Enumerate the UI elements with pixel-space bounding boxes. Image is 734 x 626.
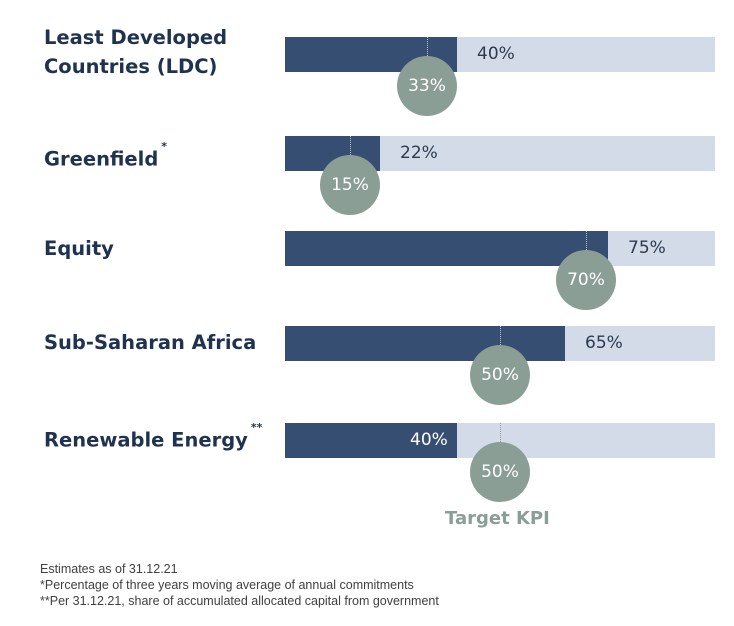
target-kpi-marker: 15% [320,155,380,215]
actual-value-label: 22% [400,143,438,163]
actual-value-label: 65% [585,333,623,353]
category-label: Equity [44,234,114,263]
footnote-double-asterisk: **Per 31.12.21, share of accumulated all… [40,594,439,608]
bar-track: 40% [285,37,715,72]
target-kpi-marker: 50% [470,442,530,502]
category-label-text: Least Developed [44,26,228,49]
actual-value-label: 75% [628,238,666,258]
target-kpi-marker: 70% [556,250,616,310]
category-label: Least Developed Countries (LDC) [44,23,227,81]
target-tick [500,326,501,361]
actual-bar [285,231,608,266]
category-label: Greenfield* [44,140,167,174]
bar-track: 65% [285,326,715,361]
target-tick [586,231,587,266]
target-kpi-label: Target KPI [445,508,550,529]
target-kpi-marker: 33% [397,56,457,116]
category-label-text-line2: Countries (LDC) [44,55,218,78]
target-tick [500,423,501,458]
footnotes: Estimates as of 31.12.21 *Percentage of … [40,561,439,609]
target-kpi-marker: 50% [470,345,530,405]
target-tick [427,37,428,72]
category-label-text: Sub-Saharan Africa [44,331,257,354]
category-label-text: Greenfield [44,147,159,171]
category-label: Sub-Saharan Africa [44,328,256,357]
category-label-text: Renewable Energy [44,428,248,452]
footnote-marker: * [161,140,168,153]
actual-bar [285,423,457,458]
footnote-estimates: Estimates as of 31.12.21 [40,562,178,576]
category-label: Renewable Energy** [44,421,262,455]
category-label-text: Equity [44,237,114,260]
footnote-single-asterisk: *Percentage of three years moving averag… [40,578,414,592]
actual-value-label: 40% [477,44,515,64]
actual-value-label: 40% [410,430,448,450]
bar-track: 75% [285,231,715,266]
target-tick [350,136,351,171]
footnote-marker: ** [250,421,263,434]
